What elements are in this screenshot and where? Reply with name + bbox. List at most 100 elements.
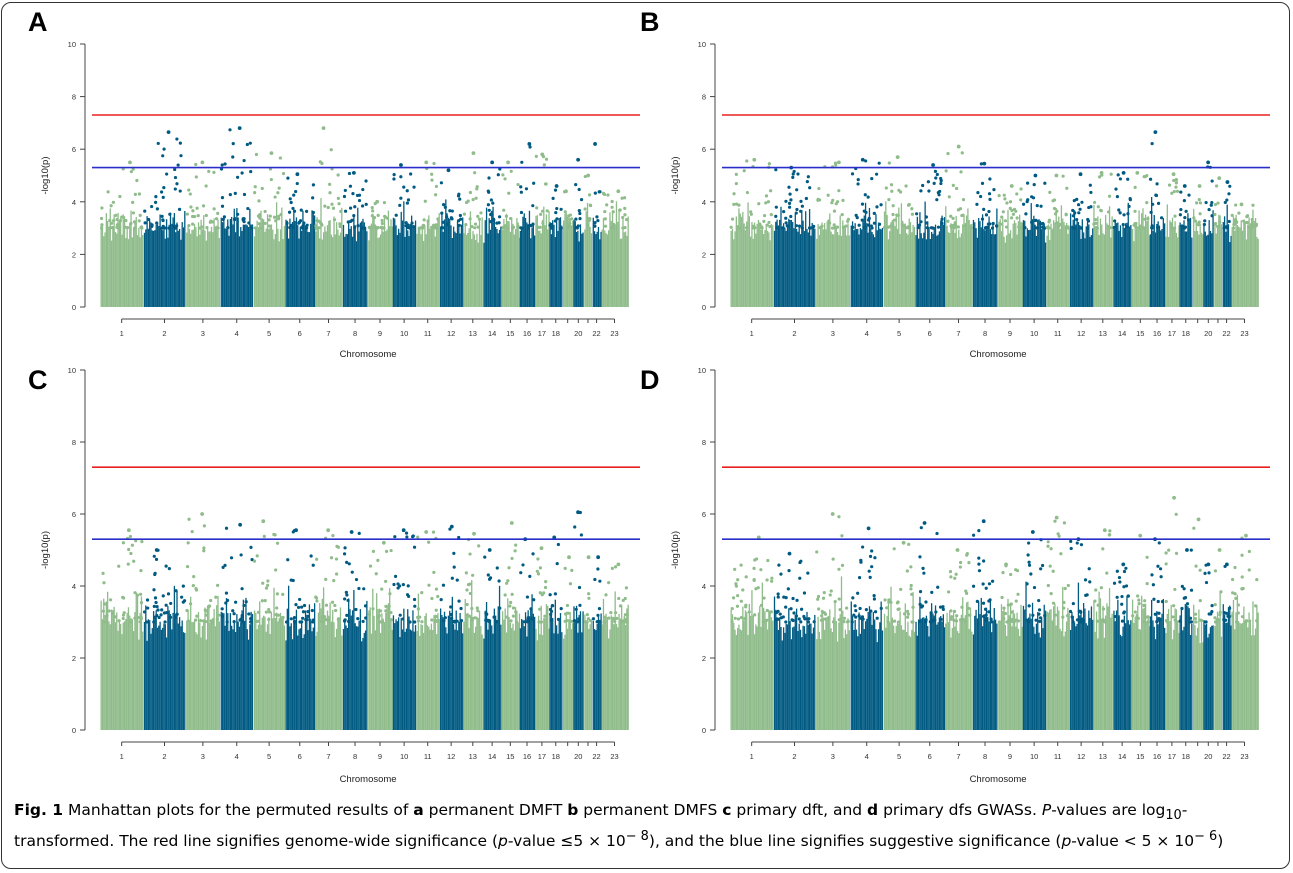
snp-column bbox=[191, 229, 193, 307]
snp-column bbox=[430, 228, 433, 307]
snp-column bbox=[1123, 615, 1126, 730]
snp-column bbox=[993, 234, 995, 307]
snp-column bbox=[317, 612, 320, 730]
snp-point bbox=[572, 619, 576, 623]
snp-point bbox=[513, 549, 517, 553]
snp-point bbox=[870, 549, 874, 553]
snp-column bbox=[821, 222, 823, 307]
snp-column bbox=[1067, 233, 1069, 307]
snp-column bbox=[387, 210, 390, 307]
snp-column bbox=[139, 612, 141, 730]
snp-column bbox=[362, 218, 364, 307]
snp-column bbox=[874, 237, 876, 307]
snp-column bbox=[1198, 234, 1200, 307]
snp-column bbox=[1098, 591, 1100, 730]
snp-column bbox=[1002, 218, 1004, 307]
snp-point bbox=[138, 592, 143, 596]
snp-point bbox=[333, 603, 337, 608]
snp-point bbox=[1194, 612, 1198, 616]
caption-fig-label: Fig. 1 bbox=[14, 801, 64, 819]
snp-point bbox=[1203, 571, 1207, 575]
snp-peak-point bbox=[381, 540, 386, 545]
snp-column bbox=[814, 614, 816, 730]
snp-column bbox=[100, 600, 102, 730]
snp-point bbox=[430, 596, 434, 601]
snp-column bbox=[424, 615, 426, 730]
snp-column bbox=[298, 238, 300, 307]
snp-point bbox=[554, 210, 558, 215]
snp-column bbox=[1007, 598, 1009, 730]
snp-column bbox=[919, 596, 921, 730]
x-tick-label: 1 bbox=[120, 329, 124, 338]
snp-point bbox=[1250, 217, 1254, 222]
snp-column bbox=[424, 225, 426, 307]
snp-point bbox=[805, 180, 809, 184]
snp-point bbox=[604, 593, 608, 597]
snp-point bbox=[133, 591, 137, 595]
snp-point bbox=[1078, 207, 1082, 211]
snp-column bbox=[1093, 600, 1095, 730]
snp-column bbox=[1119, 225, 1122, 307]
y-tick-label: 0 bbox=[702, 726, 706, 735]
snp-column bbox=[1049, 240, 1051, 307]
snp-point bbox=[128, 620, 132, 624]
snp-column bbox=[1086, 625, 1089, 730]
snp-column bbox=[1189, 217, 1192, 307]
snp-column bbox=[452, 226, 455, 307]
snp-point bbox=[311, 196, 315, 200]
snp-column bbox=[220, 217, 222, 307]
snp-column bbox=[1038, 219, 1040, 307]
snp-point bbox=[935, 531, 939, 536]
snp-column bbox=[381, 613, 383, 730]
snp-column bbox=[885, 201, 887, 307]
snp-point bbox=[821, 610, 825, 615]
snp-column bbox=[1239, 623, 1241, 730]
snp-point bbox=[526, 226, 530, 230]
snp-column bbox=[265, 631, 267, 730]
snp-peak-point bbox=[128, 160, 132, 165]
snp-point bbox=[1014, 599, 1018, 603]
snp-point bbox=[1066, 226, 1070, 230]
snp-column bbox=[165, 219, 168, 307]
snp-point bbox=[202, 546, 206, 550]
snp-point bbox=[416, 615, 420, 619]
snp-column bbox=[1248, 217, 1250, 307]
snp-column bbox=[823, 629, 826, 730]
snp-column bbox=[382, 231, 384, 307]
snp-point bbox=[1233, 592, 1237, 596]
snp-column bbox=[358, 620, 360, 730]
snp-point bbox=[735, 225, 739, 229]
snp-column bbox=[1256, 604, 1258, 730]
snp-point bbox=[452, 620, 457, 624]
snp-point bbox=[187, 224, 191, 228]
snp-column bbox=[842, 220, 844, 307]
snp-column bbox=[825, 229, 827, 307]
snp-column bbox=[1208, 220, 1210, 307]
snp-column bbox=[917, 238, 920, 307]
snp-point bbox=[118, 194, 122, 199]
snp-point bbox=[1002, 193, 1006, 197]
snp-column bbox=[1064, 225, 1066, 307]
snp-point bbox=[853, 604, 857, 608]
snp-column bbox=[121, 234, 123, 307]
snp-column bbox=[867, 611, 869, 730]
snp-column bbox=[572, 623, 574, 730]
snp-point bbox=[989, 617, 993, 621]
snp-column bbox=[498, 585, 501, 730]
snp-point bbox=[1051, 569, 1055, 573]
snp-point bbox=[110, 221, 114, 225]
snp-column bbox=[1187, 213, 1189, 307]
snp-point bbox=[274, 219, 278, 223]
snp-column bbox=[480, 234, 482, 307]
snp-point bbox=[224, 591, 229, 595]
snp-point bbox=[509, 619, 513, 623]
snp-column bbox=[892, 625, 895, 730]
snp-point bbox=[872, 211, 876, 215]
snp-point bbox=[242, 603, 246, 608]
snp-column bbox=[579, 611, 582, 730]
snp-point bbox=[530, 617, 534, 621]
snp-point bbox=[856, 591, 860, 595]
snp-point bbox=[967, 561, 971, 565]
snp-point bbox=[1124, 584, 1129, 588]
snp-point bbox=[301, 610, 306, 614]
